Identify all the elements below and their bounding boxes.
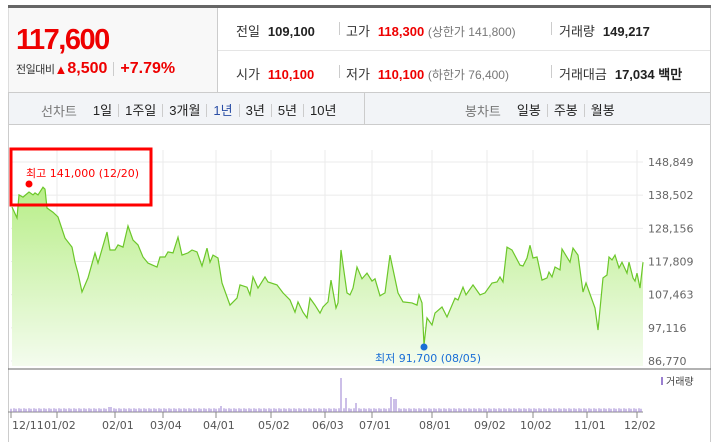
y-tick-label: 107,463 [648, 289, 694, 302]
open-price: 시가 110,100 [236, 64, 314, 83]
volume-legend-swatch [661, 377, 663, 385]
amount-unit: 백만 [658, 67, 683, 82]
current-price-panel: 117,600 전일대비 ▲ 8,500 +7.79% [8, 8, 218, 92]
x-tick-label: 02/01 [102, 419, 134, 432]
info-row-2: 시가 110,100 저가 110,100 (하한가 76,400) 거래대금 17,… [218, 50, 710, 92]
tab-10y[interactable]: 10년 [303, 104, 342, 117]
tab-1d[interactable]: 1일 [92, 103, 113, 118]
high-label: 고가 [346, 24, 370, 39]
price-line [11, 186, 644, 346]
tab-monthly[interactable]: 월봉 [583, 104, 621, 117]
low-value: 110,100 [377, 67, 425, 82]
volume-value: 149,217 [602, 24, 650, 39]
y-tick-label: 97,116 [648, 322, 687, 335]
change-value: 8,500 [67, 60, 108, 77]
chart-period-tabs: 선차트 1일 1주일 3개월 1년 3년 5년 10년 봉차트 일봉 주봉 월봉 [8, 92, 711, 125]
tab-daily[interactable]: 일봉 [516, 103, 541, 118]
x-tick-label: 08/01 [419, 419, 451, 432]
x-tick-label: 05/02 [258, 419, 290, 432]
open-label: 시가 [236, 67, 260, 82]
tab-3y[interactable]: 3년 [238, 104, 271, 117]
upper-limit: (상한가 141,800) [427, 25, 516, 39]
quote-info-panel: 전일 109,100 고가 118,300 (상한가 141,800) 거래량 149… [218, 8, 711, 92]
divider [339, 65, 340, 78]
x-tick-label: 12/02 [624, 419, 656, 432]
x-tick-label: 11/01 [574, 419, 606, 432]
tab-1y[interactable]: 1년 [206, 104, 238, 117]
y-tick-label: 128,156 [648, 222, 694, 235]
divider [364, 93, 365, 124]
divider [551, 65, 552, 78]
volume: 거래량 149,217 [559, 21, 650, 40]
line-chart-label: 선차트 [41, 104, 77, 119]
high-price: 고가 118,300 (상한가 141,800) [346, 21, 516, 40]
line-chart-tabs: 선차트 1일 1주일 3개월 1년 3년 5년 10년 [41, 101, 342, 120]
low-price: 저가 110,100 (하한가 76,400) [346, 64, 509, 83]
x-tick-label: 03/04 [150, 419, 182, 432]
divider [551, 22, 552, 35]
price-area [12, 187, 643, 366]
low-label: 저가 [346, 67, 370, 82]
tab-weekly[interactable]: 주봉 [546, 104, 584, 117]
high-value: 118,300 [377, 24, 425, 39]
prev-label: 전일 [236, 24, 260, 39]
y-tick-label: 86,770 [648, 355, 687, 368]
y-tick-label: 117,809 [648, 256, 694, 269]
y-tick-label: 138,502 [648, 189, 694, 202]
top-border [8, 5, 711, 8]
divider [113, 62, 115, 76]
amount-label: 거래대금 [559, 67, 607, 82]
up-arrow-icon: ▲ [54, 61, 68, 77]
x-tick-label: 12/11 [12, 419, 44, 432]
y-tick-label: 148,849 [648, 156, 694, 169]
low-point-marker [420, 343, 428, 351]
change-percent: +7.79% [120, 60, 176, 77]
amount-value: 17,034 [614, 67, 655, 82]
x-tick-label: 01/02 [44, 419, 76, 432]
highlight-box [9, 147, 153, 207]
prev-close: 전일 109,100 [236, 21, 315, 40]
x-tick-label: 07/01 [359, 419, 391, 432]
low-annotation: 최저 91,700 (08/05) [375, 352, 481, 365]
tab-1w[interactable]: 1주일 [118, 104, 162, 117]
high-annotation: 최고 141,000 (12/20) [26, 167, 139, 180]
volume-legend: 거래량 [666, 376, 694, 388]
price-change: 전일대비 ▲ 8,500 +7.79% [16, 60, 175, 78]
open-value: 110,100 [267, 67, 315, 82]
x-tick-label: 10/02 [520, 419, 552, 432]
x-tick-label: 06/03 [312, 419, 344, 432]
lower-limit: (하한가 76,400) [427, 68, 509, 82]
x-tick-label: 09/02 [474, 419, 506, 432]
prev-value: 109,100 [267, 24, 315, 39]
x-tick-label: 04/01 [203, 419, 235, 432]
current-price: 117,600 [16, 24, 110, 56]
tab-5y[interactable]: 5년 [270, 104, 303, 117]
high-point-marker [25, 180, 33, 188]
trade-amount: 거래대금 17,034 백만 [559, 64, 682, 83]
info-row-1: 전일 109,100 고가 118,300 (상한가 141,800) 거래량 149… [218, 8, 710, 50]
change-label: 전일대비 [16, 64, 55, 76]
candle-chart-tabs: 봉차트 일봉 주봉 월봉 [465, 101, 621, 120]
candle-chart-label: 봉차트 [465, 104, 501, 119]
tab-3m[interactable]: 3개월 [162, 104, 206, 117]
volume-label: 거래량 [559, 24, 595, 39]
divider [339, 22, 340, 35]
